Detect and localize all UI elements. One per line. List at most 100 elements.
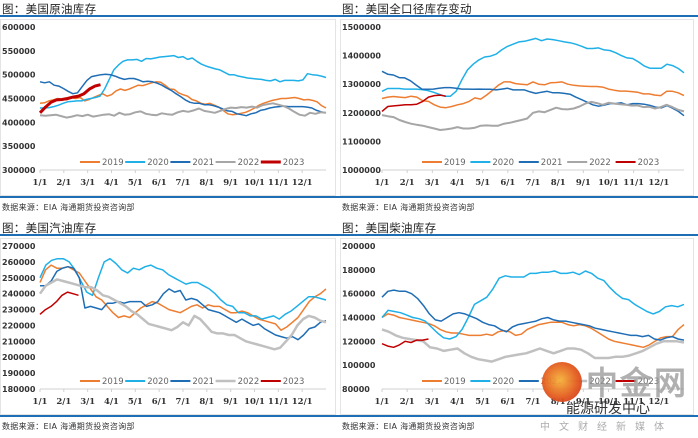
x-tick-label: 3/1 [425,397,440,407]
x-tick-label: 10/1 [244,397,265,407]
source-note: 数据来源：EIA 海通期货投资咨询部 [342,203,475,212]
chart-panel-crude-inventory: 图：美国原油库存 300000 350000 400000 450000 500000 5… [0,0,340,219]
x-tick-label: 4/1 [450,178,465,188]
y-tick-label: 1400000 [342,52,381,61]
x-tick-label: 5/1 [128,397,143,407]
x-tick-label: 1/1 [33,397,48,407]
x-tick-label: 8/1 [199,397,214,407]
legend-label: 2020 [492,377,514,387]
series-line-2019 [39,264,327,331]
x-tick-label: 6/1 [500,397,515,407]
series-line-2020 [381,37,685,97]
y-tick-label: 1300000 [342,80,381,89]
y-tick-label: 240000 [2,290,36,299]
legend-label: 2019 [102,158,124,168]
legend-label: 2023 [283,377,305,387]
legend-label: 2019 [444,377,466,387]
legend-label: 2022 [238,158,260,168]
legend-label: 2020 [492,158,514,168]
x-tick-label: 7/1 [176,178,191,188]
chart-panel-gasoline-inventory: 图：美国汽油库存 180000 190000 200000 210000 220000 2… [0,219,340,438]
x-tick-label: 6/1 [500,178,515,188]
source-note: 数据来源：EIA 海通期货投资咨询部 [342,422,475,431]
x-tick-label: 7/1 [176,397,191,407]
x-tick-label: 6/1 [152,178,167,188]
chart-title: 图：美国汽油库存 [2,221,97,235]
x-tick-label: 2/1 [400,397,415,407]
source-note: 数据来源：EIA 海通期货投资咨询部 [2,203,135,212]
chart-panel-total-inventory: 图：美国全口径库存变动 1000000 1100000 1200000 1300000… [340,0,698,219]
legend-label: 2022 [589,377,611,387]
y-tick-label: 80000 [342,385,370,394]
x-tick-label: 8/1 [551,397,566,407]
series-line-2023 [381,338,429,349]
x-tick-label: 11/1 [268,178,289,188]
x-tick-label: 3/1 [80,397,95,407]
legend-label: 2019 [444,158,466,168]
series-line-2019 [39,81,327,116]
x-tick-label: 2/1 [56,178,71,188]
x-tick-label: 9/1 [576,178,591,188]
series-line-2021 [381,289,685,341]
x-tick-label: 5/1 [475,178,490,188]
series-line-2023 [39,291,79,315]
y-tick-label: 120000 [342,337,376,346]
x-tick-label: 8/1 [551,178,566,188]
x-tick-label: 12/1 [292,178,313,188]
x-tick-label: 10/1 [598,178,619,188]
y-tick-label: 450000 [2,95,36,104]
y-tick-label: 140000 [342,314,376,323]
legend-label: 2019 [102,377,124,387]
y-tick-label: 220000 [2,321,36,330]
y-tick-label: 500000 [2,71,36,80]
x-tick-label: 11/1 [268,397,289,407]
title-divider [340,234,698,236]
legend-label: 2020 [147,158,169,168]
series-line-2022 [38,278,327,351]
y-tick-label: 1200000 [342,109,381,118]
legend-label: 2023 [283,158,305,168]
series-line-2021 [381,70,685,117]
x-tick-label: 12/1 [292,397,313,407]
x-tick-label: 10/1 [244,178,265,188]
chart-title: 图：美国全口径库存变动 [342,2,472,16]
legend-label: 2020 [147,377,169,387]
x-tick-label: 4/1 [104,397,119,407]
footer-divider [0,196,340,198]
y-tick-label: 180000 [2,385,36,394]
x-tick-label: 7/1 [526,178,541,188]
series-line-2021 [39,73,327,117]
y-tick-label: 300000 [2,166,36,175]
x-tick-label: 1/1 [33,178,48,188]
chart-title: 图：美国原油库存 [2,2,97,16]
title-divider [340,15,698,17]
x-tick-label: 2/1 [56,397,71,407]
y-tick-label: 200000 [2,353,36,362]
x-tick-label: 2/1 [400,178,415,188]
y-tick-label: 160000 [342,290,376,299]
y-tick-label: 200000 [342,242,376,251]
source-note: 数据来源：EIA 海通期货投资咨询部 [2,422,135,431]
y-tick-label: 1000000 [342,166,381,175]
x-tick-label: 12/1 [648,178,669,188]
y-tick-label: 400000 [2,118,36,127]
chart-frame [340,238,694,415]
x-tick-label: 4/1 [104,178,119,188]
x-tick-label: 9/1 [223,178,238,188]
chart-frame [0,19,336,196]
footer-divider [0,415,340,417]
y-tick-label: 190000 [2,369,36,378]
x-tick-label: 6/1 [152,397,167,407]
series-line-2020 [381,270,685,340]
y-tick-label: 210000 [2,337,36,346]
legend-label: 2022 [238,377,260,387]
series-line-2020 [40,54,327,109]
line-chart: 80000 100000 120000 140000 160000 180000 20000… [342,242,685,407]
line-chart: 180000 190000 200000 210000 220000 230000 2400… [2,242,327,407]
line-chart: 1000000 1100000 1200000 1300000 1400000 15000… [342,23,685,188]
footer-divider [340,415,698,417]
legend-label: 2021 [192,377,214,387]
y-tick-label: 180000 [342,266,376,275]
line-chart: 300000 350000 400000 450000 500000 550000 6000… [2,23,327,188]
x-tick-label: 11/1 [623,397,644,407]
